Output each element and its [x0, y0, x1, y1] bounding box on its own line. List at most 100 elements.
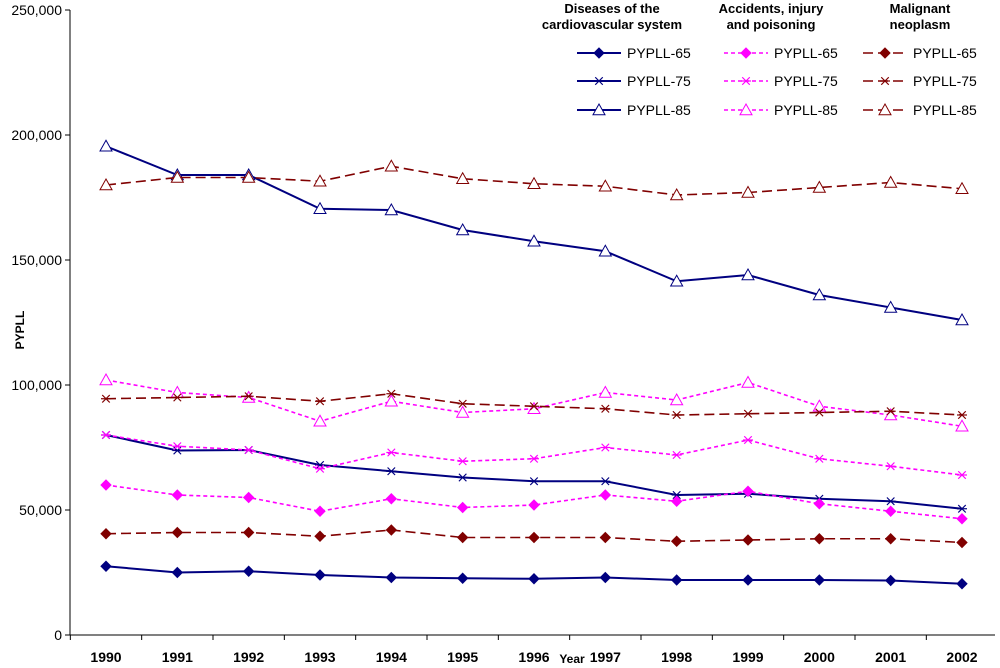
legend-group-title: Diseases of the [564, 1, 659, 16]
series-line [105, 145, 963, 321]
asterisk-stroke [387, 467, 396, 476]
legend-label: PYPLL-85 [774, 102, 838, 118]
legend-item: PYPLL-85 [724, 102, 838, 118]
series-accidents-pypll-65 [100, 479, 968, 525]
data-point-triangle [527, 401, 541, 415]
data-point-asterisk [101, 430, 111, 440]
data-point-triangle [883, 300, 898, 313]
data-point-triangle [99, 139, 113, 152]
asterisk-stroke [672, 450, 681, 460]
data-point-triangle [384, 202, 399, 216]
data-point-asterisk [600, 443, 611, 452]
y-tick-label: 150,000 [11, 252, 62, 268]
data-point-asterisk [243, 445, 254, 455]
legend-group-title: neoplasm [890, 17, 951, 32]
data-point-triangle [812, 180, 827, 193]
data-point-diamond [670, 495, 683, 507]
data-point-diamond [100, 479, 112, 491]
legend-item: PYPLL-65 [724, 45, 838, 61]
asterisk-stroke [315, 460, 325, 470]
y-axis-ticks: 0 50,000 100,000 150,000 200,000 250,000 [11, 2, 70, 643]
data-point-asterisk [743, 409, 753, 418]
data-point-triangle [669, 187, 684, 201]
data-point-diamond [879, 47, 891, 59]
data-point-diamond [528, 573, 540, 585]
data-point-diamond [456, 501, 469, 514]
data-point-asterisk [880, 76, 890, 86]
data-point-diamond [884, 505, 897, 517]
asterisk-stroke [743, 409, 753, 418]
asterisk-stroke [815, 408, 824, 417]
data-point-asterisk [885, 407, 896, 416]
asterisk-stroke [529, 454, 539, 463]
data-point-triangle [313, 201, 327, 215]
data-point-triangle [455, 171, 470, 185]
asterisk-stroke [458, 457, 467, 466]
data-point-diamond [813, 574, 826, 586]
data-point-asterisk [101, 394, 111, 403]
series-malignant-pypll-75 [101, 389, 967, 420]
series-layer [99, 139, 969, 590]
data-point-triangle [170, 385, 185, 398]
legend-item: PYPLL-75 [724, 73, 838, 89]
asterisk-stroke [315, 397, 325, 406]
x-tick-label: 1996 [518, 649, 549, 665]
series-accidents-pypll-85 [99, 372, 969, 432]
x-tick-label: 1993 [304, 649, 335, 665]
data-point-diamond [171, 566, 184, 579]
y-tick-label: 250,000 [11, 2, 62, 18]
series-malignant-pypll-85 [99, 159, 969, 201]
data-point-asterisk [671, 490, 682, 500]
data-point-diamond [242, 491, 255, 504]
data-point-diamond [314, 505, 326, 517]
asterisk-stroke [315, 464, 325, 473]
legend-group-title: Malignant [890, 1, 951, 16]
data-point-asterisk [743, 435, 753, 445]
data-point-diamond [742, 574, 754, 586]
legend-label: PYPLL-75 [774, 73, 838, 89]
y-tick-label: 200,000 [11, 127, 62, 143]
data-point-diamond [528, 499, 540, 511]
data-point-diamond [599, 571, 612, 584]
data-point-asterisk [315, 397, 325, 406]
asterisk-stroke [529, 477, 539, 486]
x-tick-label: 1998 [661, 649, 692, 665]
data-point-diamond [456, 572, 469, 584]
y-tick-label: 50,000 [19, 502, 62, 518]
data-point-asterisk [600, 404, 611, 413]
asterisk-stroke [880, 76, 890, 86]
x-tick-label: 1992 [233, 649, 264, 665]
asterisk-stroke [529, 402, 539, 411]
data-point-asterisk [386, 389, 397, 398]
data-point-asterisk [386, 467, 397, 476]
data-point-diamond [956, 536, 968, 549]
data-point-diamond [593, 47, 605, 59]
asterisk-stroke [672, 490, 681, 500]
data-point-diamond [100, 560, 112, 572]
data-point-asterisk [741, 76, 751, 86]
data-point-diamond [242, 565, 255, 577]
data-point-asterisk [243, 392, 254, 401]
asterisk-stroke [601, 477, 610, 486]
data-point-diamond [884, 533, 897, 545]
asterisk-stroke [101, 430, 111, 440]
asterisk-stroke [672, 410, 681, 420]
data-point-asterisk [386, 448, 397, 457]
asterisk-stroke [886, 407, 895, 416]
data-point-asterisk [671, 410, 682, 420]
data-point-triangle [313, 174, 327, 187]
data-point-asterisk [457, 399, 468, 408]
asterisk-stroke [957, 470, 967, 480]
data-point-triangle [598, 385, 613, 398]
data-point-asterisk [172, 442, 183, 451]
data-point-triangle [313, 414, 327, 427]
data-point-diamond [385, 493, 398, 505]
data-point-asterisk [457, 473, 468, 482]
legend-item: PYPLL-85 [863, 102, 977, 118]
legend-label: PYPLL-75 [627, 73, 691, 89]
asterisk-stroke [244, 392, 253, 401]
data-point-diamond [171, 526, 184, 539]
y-tick-label: 0 [54, 627, 62, 643]
